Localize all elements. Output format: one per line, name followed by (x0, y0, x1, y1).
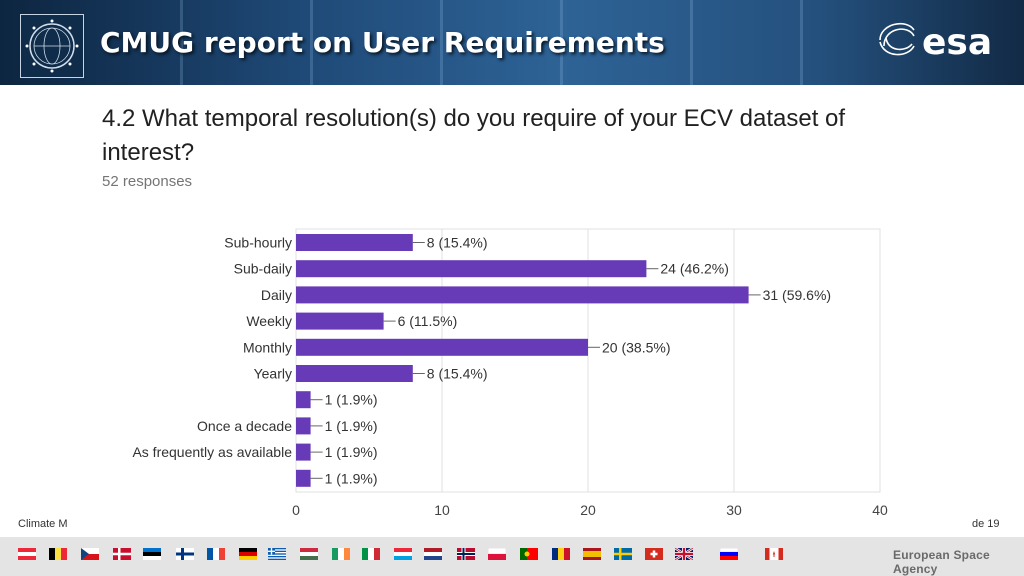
bar (296, 338, 588, 356)
data-label: 8 (15.4%) (427, 366, 488, 382)
x-tick-label: 20 (580, 502, 596, 518)
bar (296, 260, 647, 278)
flag-austria-icon (18, 548, 36, 560)
bar (296, 312, 384, 330)
flag-france-icon (207, 548, 225, 560)
flag-denmark-icon (113, 548, 131, 560)
x-tick-label: 10 (434, 502, 450, 518)
footer-text: Climate M (18, 518, 68, 530)
flag-romania-icon (552, 548, 570, 560)
flag-ireland-icon (332, 548, 350, 560)
flag-portugal-icon (520, 548, 538, 560)
data-label: 20 (38.5%) (602, 339, 670, 355)
category-label: Once a decade (197, 418, 292, 434)
bar (296, 391, 311, 409)
flag-italy-icon (362, 548, 380, 560)
flag-germany-icon (239, 548, 257, 560)
data-label: 1 (1.9%) (325, 470, 378, 486)
bar (296, 286, 749, 304)
bar (296, 417, 311, 435)
category-label: Daily (261, 287, 292, 303)
category-label: Sub-daily (234, 261, 292, 277)
flag-finland-icon (176, 548, 194, 560)
x-tick-label: 0 (292, 502, 300, 518)
category-label: As frequently as available (132, 444, 292, 460)
data-label: 8 (15.4%) (427, 235, 488, 251)
flag-sweden-icon (614, 548, 632, 560)
flag-estonia-icon (143, 548, 161, 560)
member-flags-strip (0, 537, 1024, 576)
header-banner: CMUG report on User Requirements esa (0, 0, 1024, 85)
bar (296, 469, 311, 487)
category-label: Weekly (246, 313, 292, 329)
bar (296, 443, 311, 461)
esa-logo-text: esa (922, 22, 992, 62)
flag-canada-icon (765, 548, 783, 560)
flag-united-kingdom-icon (675, 548, 693, 560)
page-title: CMUG report on User Requirements (100, 26, 665, 59)
esa-globe-logo-icon (20, 14, 84, 78)
category-label: Yearly (254, 366, 292, 382)
data-label: 6 (11.5%) (398, 313, 458, 329)
flag-luxembourg-icon (394, 548, 412, 560)
flag-hungary-icon (300, 548, 318, 560)
x-tick-label: 40 (872, 502, 888, 518)
bar (296, 365, 413, 382)
flag-slovenia-icon (720, 548, 738, 560)
data-label: 24 (46.2%) (660, 261, 728, 277)
bar (296, 234, 413, 251)
category-label: Monthly (243, 339, 292, 355)
x-tick-label: 30 (726, 502, 742, 518)
question-title: 4.2 What temporal resolution(s) do you r… (102, 105, 846, 166)
data-label: 31 (59.6%) (763, 287, 831, 303)
esa-logo: esa (879, 22, 992, 62)
response-count: 52 responses (102, 173, 193, 190)
flag-netherlands-icon (424, 548, 442, 560)
data-label: 1 (1.9%) (325, 392, 378, 408)
flag-spain-icon (583, 548, 601, 560)
category-label: Sub-hourly (224, 235, 292, 251)
data-label: 1 (1.9%) (325, 444, 378, 460)
flag-norway-icon (457, 548, 475, 560)
agency-name: European Space Agency (893, 548, 990, 576)
flag-belgium-icon (49, 548, 67, 560)
slide-number: de 19 (972, 518, 1000, 530)
flag-czechia-icon (81, 548, 99, 560)
flag-greece-icon (268, 548, 286, 560)
data-label: 1 (1.9%) (325, 418, 378, 434)
flag-switzerland-icon (645, 548, 663, 560)
flag-poland-icon (488, 548, 506, 560)
esa-swirl-icon (879, 22, 915, 56)
